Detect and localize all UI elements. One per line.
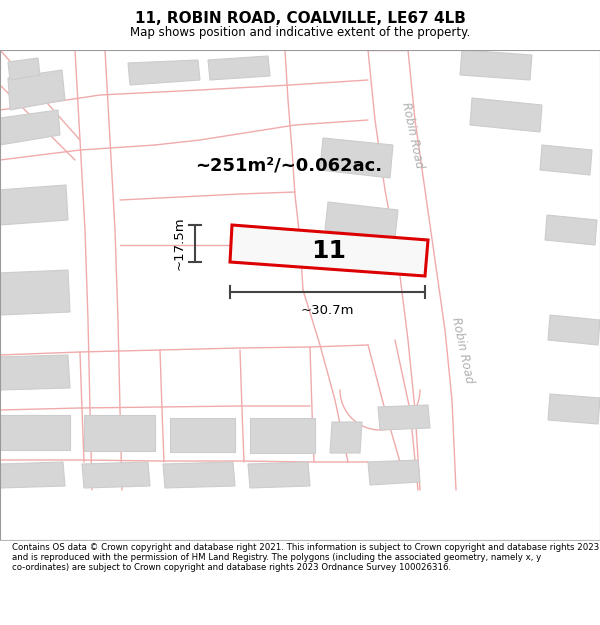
Text: Contains OS data © Crown copyright and database right 2021. This information is : Contains OS data © Crown copyright and d… bbox=[12, 542, 599, 572]
Polygon shape bbox=[8, 70, 65, 110]
Text: 11: 11 bbox=[311, 239, 346, 262]
Text: 11, ROBIN ROAD, COALVILLE, LE67 4LB: 11, ROBIN ROAD, COALVILLE, LE67 4LB bbox=[134, 11, 466, 26]
Polygon shape bbox=[548, 315, 600, 345]
Polygon shape bbox=[82, 462, 150, 488]
Polygon shape bbox=[163, 462, 235, 488]
Polygon shape bbox=[540, 145, 592, 175]
Polygon shape bbox=[330, 422, 362, 453]
Polygon shape bbox=[325, 202, 398, 238]
Polygon shape bbox=[128, 60, 200, 85]
Text: ~17.5m: ~17.5m bbox=[173, 217, 186, 270]
Polygon shape bbox=[230, 225, 428, 276]
Polygon shape bbox=[250, 418, 315, 453]
Polygon shape bbox=[0, 110, 60, 145]
Polygon shape bbox=[320, 138, 393, 178]
Polygon shape bbox=[0, 185, 68, 225]
Polygon shape bbox=[0, 415, 70, 450]
Polygon shape bbox=[378, 405, 430, 430]
Polygon shape bbox=[470, 98, 542, 132]
Polygon shape bbox=[548, 394, 600, 424]
Polygon shape bbox=[84, 415, 155, 451]
Text: ~30.7m: ~30.7m bbox=[301, 304, 354, 317]
Text: ~251m²/~0.062ac.: ~251m²/~0.062ac. bbox=[195, 156, 382, 174]
Text: Robin Road: Robin Road bbox=[398, 101, 425, 169]
Text: Robin Road: Robin Road bbox=[449, 316, 475, 384]
Polygon shape bbox=[0, 355, 70, 390]
Polygon shape bbox=[208, 56, 270, 80]
Text: Map shows position and indicative extent of the property.: Map shows position and indicative extent… bbox=[130, 26, 470, 39]
Polygon shape bbox=[368, 460, 420, 485]
Polygon shape bbox=[460, 50, 532, 80]
Polygon shape bbox=[170, 418, 235, 452]
Polygon shape bbox=[0, 462, 65, 488]
Polygon shape bbox=[0, 270, 70, 315]
Polygon shape bbox=[545, 215, 597, 245]
Polygon shape bbox=[248, 462, 310, 488]
Polygon shape bbox=[8, 58, 40, 80]
